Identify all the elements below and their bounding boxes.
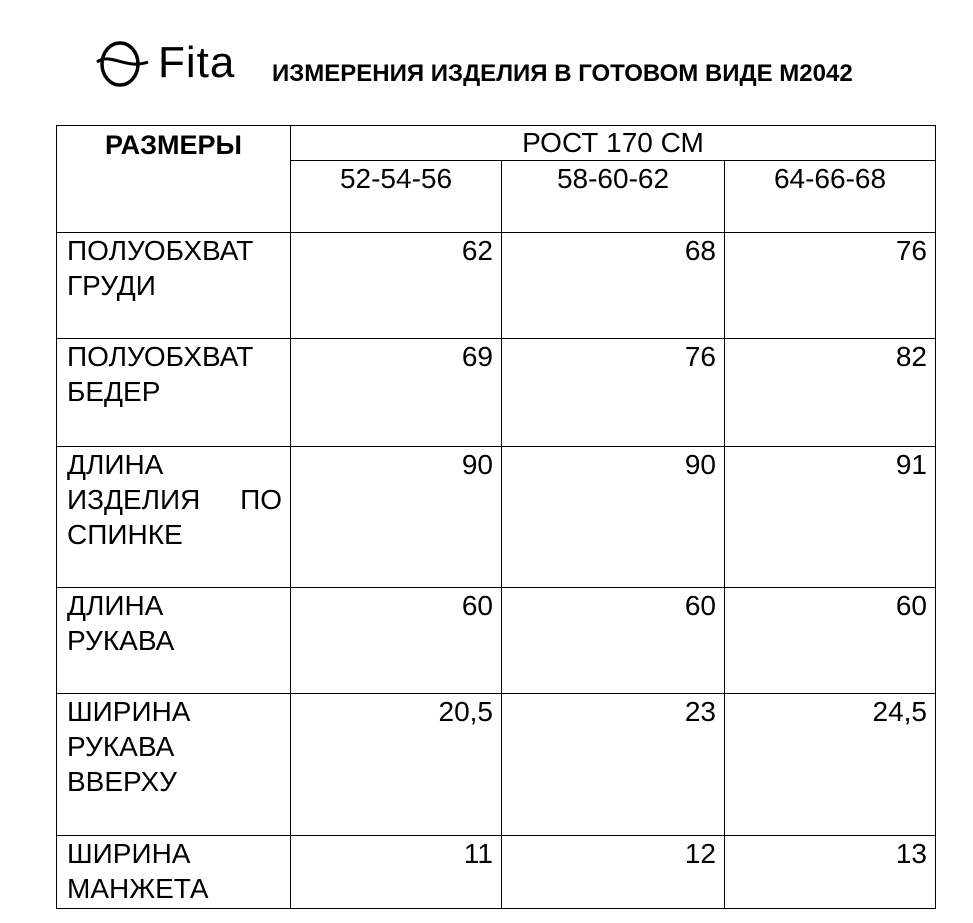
row-label-line: ПОЛУОБХВАТ xyxy=(67,341,254,372)
row-label: ШИРИНА МАНЖЕТА xyxy=(56,835,291,909)
measurement-value: 68 xyxy=(501,232,725,339)
table-row: ДЛИНА ИЗДЕЛИЯ ПО СПИНКЕ 90 90 91 xyxy=(56,446,936,588)
table-row: ПОЛУОБХВАТ БЕДЕР 69 76 82 xyxy=(56,338,936,447)
row-label-line: ДЛИНА xyxy=(67,590,164,621)
page-title: ИЗМЕРЕНИЯ ИЗДЕЛИЯ В ГОТОВОМ ВИДЕ М2042 xyxy=(272,60,853,87)
row-label-line: СПИНКЕ xyxy=(67,519,183,550)
table-row: ДЛИНА РУКАВА 60 60 60 xyxy=(56,587,936,694)
row-label: ДЛИНА РУКАВА xyxy=(56,587,291,694)
size-column-header: 64-66-68 xyxy=(724,160,936,233)
measurement-value: 60 xyxy=(290,587,502,694)
row-label: ШИРИНА РУКАВА ВВЕРХУ xyxy=(56,693,291,836)
measurements-table: РАЗМЕРЫ РОСТ 170 СМ 52-54-56 58-60-62 64-6… xyxy=(56,125,936,909)
measurement-value: 23 xyxy=(501,693,725,836)
fita-theta-icon xyxy=(96,41,149,87)
measurement-value: 91 xyxy=(724,446,936,588)
row-label-line: БЕДЕР xyxy=(67,376,161,407)
measurement-value: 60 xyxy=(724,587,936,694)
measurement-value: 69 xyxy=(290,338,502,447)
row-label-line: ГРУДИ xyxy=(67,270,156,301)
table-row: ШИРИНА РУКАВА ВВЕРХУ 20,5 23 24,5 xyxy=(56,693,936,836)
measurement-value: 90 xyxy=(290,446,502,588)
measurement-value: 60 xyxy=(501,587,725,694)
row-label-line: ШИРИНА xyxy=(67,696,191,727)
row-label-line: МАНЖЕТА xyxy=(67,873,209,904)
row-label-line: ШИРИНА xyxy=(67,838,191,869)
table-row: ПОЛУОБХВАТ ГРУДИ 62 68 76 xyxy=(56,232,936,339)
row-label-line: РУКАВА xyxy=(67,731,175,762)
measurement-value: 24,5 xyxy=(724,693,936,836)
row-label: ДЛИНА ИЗДЕЛИЯ ПО СПИНКЕ xyxy=(56,446,291,588)
size-column-header: 58-60-62 xyxy=(501,160,725,233)
logo-text: Fita xyxy=(158,38,236,87)
row-label-line: ПОЛУОБХВАТ xyxy=(67,235,254,266)
sizes-header: РАЗМЕРЫ xyxy=(56,125,291,233)
measurement-value: 20,5 xyxy=(290,693,502,836)
row-label: ПОЛУОБХВАТ БЕДЕР xyxy=(56,338,291,447)
measurement-value: 82 xyxy=(724,338,936,447)
fita-logo: Fita xyxy=(96,38,235,88)
row-label-line: ВВЕРХУ xyxy=(67,766,177,797)
growth-header: РОСТ 170 СМ xyxy=(290,125,936,161)
size-column-header: 52-54-56 xyxy=(290,160,502,233)
measurement-value: 11 xyxy=(290,835,502,909)
measurement-value: 12 xyxy=(501,835,725,909)
measurement-value: 90 xyxy=(501,446,725,588)
row-label-line: ИЗДЕЛИЯ ПО xyxy=(67,484,282,515)
measurement-value: 76 xyxy=(724,232,936,339)
row-label: ПОЛУОБХВАТ ГРУДИ xyxy=(56,232,291,339)
table-row: ШИРИНА МАНЖЕТА 11 12 13 xyxy=(56,835,936,909)
row-label-line: РУКАВА xyxy=(67,625,175,656)
measurement-value: 76 xyxy=(501,338,725,447)
measurement-value: 62 xyxy=(290,232,502,339)
measurement-value: 13 xyxy=(724,835,936,909)
row-label-line: ДЛИНА xyxy=(67,449,164,480)
